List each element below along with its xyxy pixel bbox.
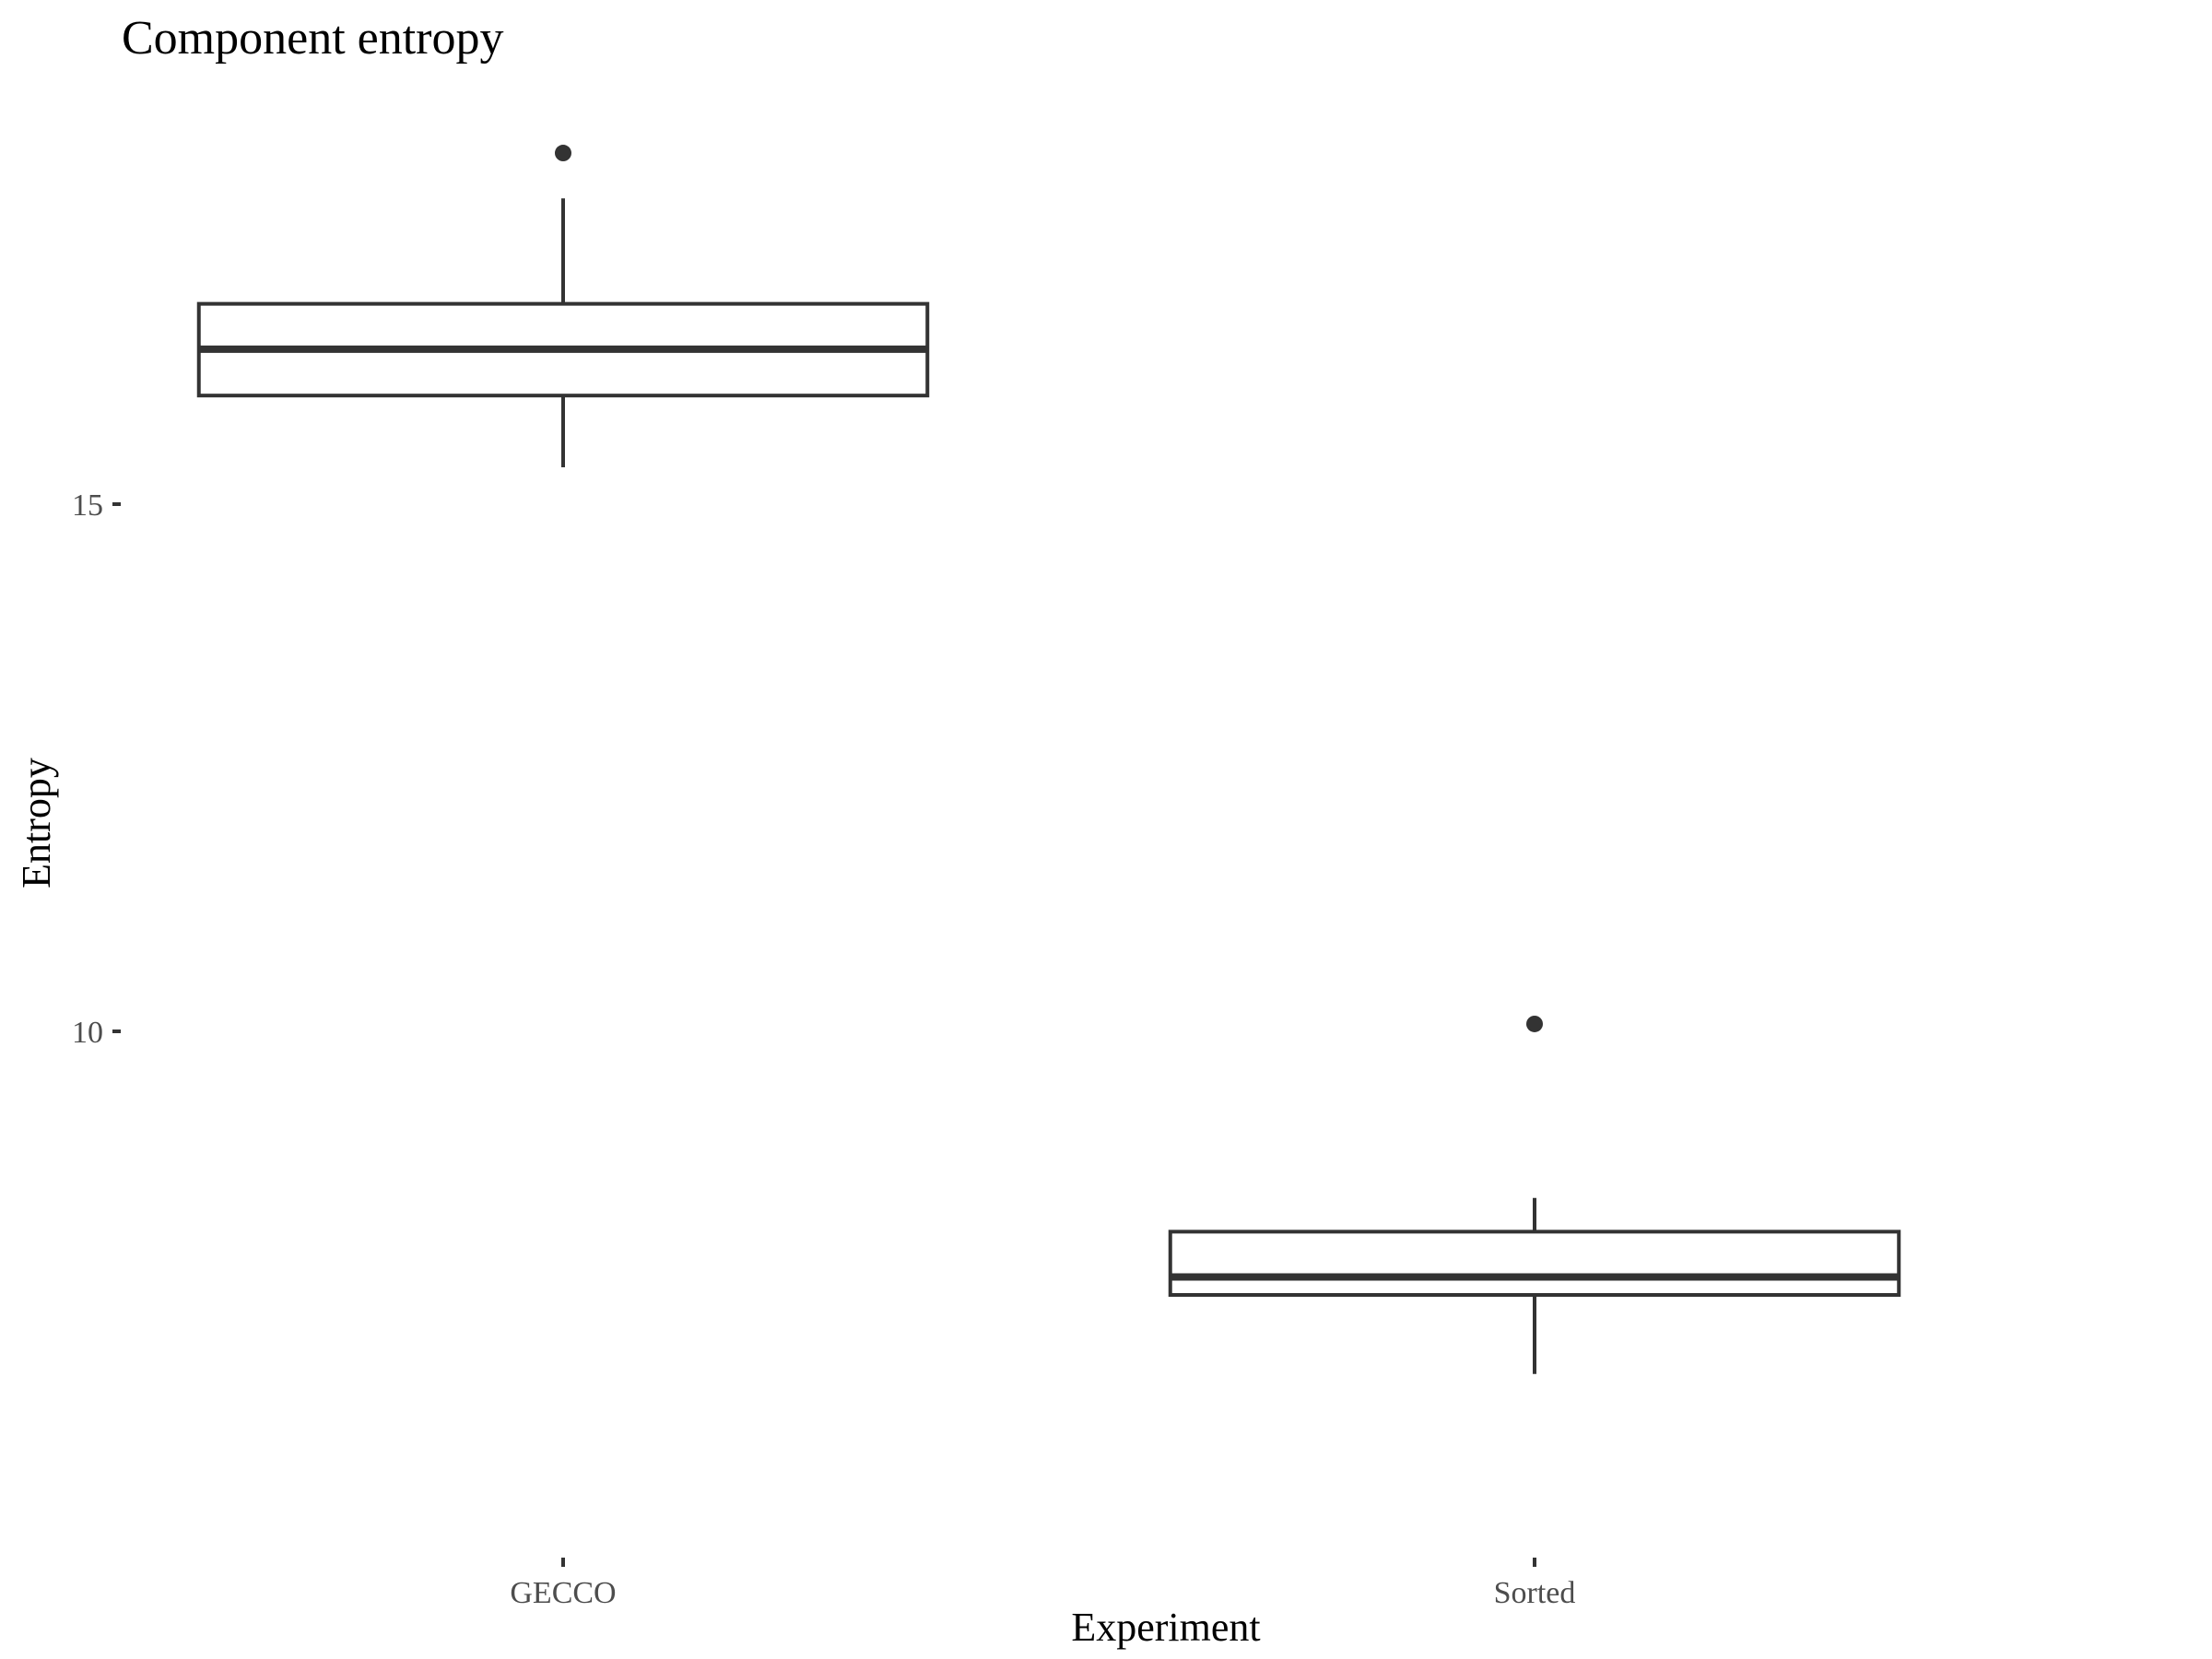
box-group bbox=[1168, 1015, 1901, 1374]
box-iqr bbox=[1168, 1230, 1901, 1297]
x-axis: GECCO Sorted bbox=[510, 1558, 1575, 1610]
x-axis-title: Experiment bbox=[1071, 1605, 1260, 1650]
box-group bbox=[196, 145, 930, 467]
outlier-point bbox=[555, 145, 571, 162]
y-axis: 10 15 bbox=[72, 488, 121, 1050]
y-tick-label: 15 bbox=[72, 488, 103, 523]
y-axis-title: Entropy bbox=[14, 758, 59, 888]
chart-title: Component entropy bbox=[122, 12, 504, 65]
y-tick-label: 10 bbox=[72, 1016, 103, 1050]
x-tick-label: GECCO bbox=[510, 1576, 616, 1610]
boxes bbox=[196, 145, 1901, 1374]
outlier-point bbox=[1526, 1015, 1543, 1032]
x-tick-label: Sorted bbox=[1494, 1576, 1576, 1610]
